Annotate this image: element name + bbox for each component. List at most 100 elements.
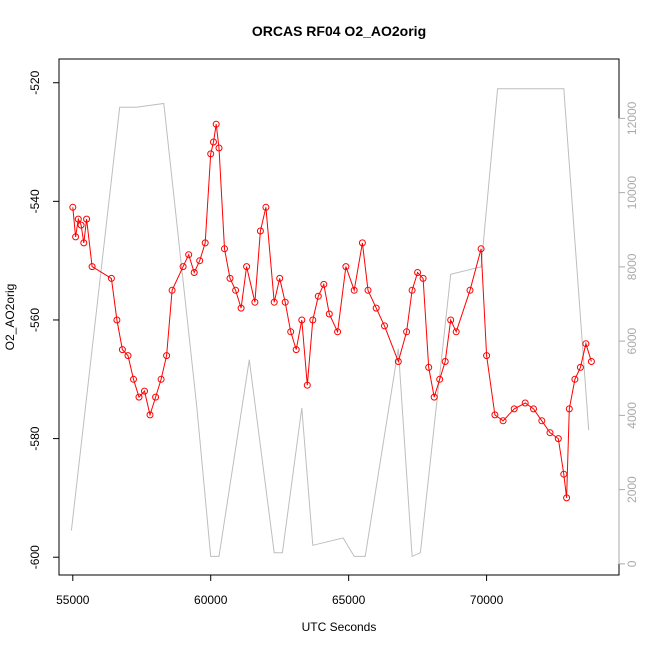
altitude-line	[70, 88, 590, 558]
o2-point	[157, 375, 165, 383]
y2-tick-label: 12000	[625, 101, 639, 135]
o2-point	[563, 494, 571, 502]
x-tick-label: 70000	[470, 593, 504, 607]
o2-point	[212, 120, 220, 128]
o2-point	[342, 263, 350, 271]
y-tick-label: -580	[28, 426, 42, 450]
o2-point	[441, 358, 449, 365]
o2-point	[298, 316, 306, 324]
o2-point	[530, 405, 537, 413]
o2-point	[226, 274, 234, 282]
o2-point	[350, 286, 358, 294]
o2-point	[560, 470, 568, 478]
o2-point	[499, 417, 507, 425]
y-axis-right: 0 2000 4000 6000 8000 10000 12000	[618, 101, 639, 567]
o2-point	[118, 346, 126, 354]
o2-point	[452, 328, 460, 336]
o2-point	[403, 328, 411, 336]
o2-point	[546, 429, 554, 437]
o2-point	[320, 280, 328, 288]
o2-point	[582, 340, 590, 348]
o2-point	[358, 239, 366, 247]
o2-point	[201, 239, 209, 247]
o2-point	[414, 269, 422, 276]
o2-point	[587, 358, 595, 365]
o2-point	[83, 215, 91, 223]
o2-point	[251, 298, 259, 306]
o2-point	[72, 233, 80, 241]
o2-point	[394, 358, 402, 365]
o2-point	[408, 286, 416, 294]
o2-point	[425, 363, 433, 371]
o2-point	[113, 316, 121, 324]
y-tick-label: -600	[28, 545, 42, 569]
x-axis: 55000 60000 65000 70000	[56, 574, 504, 607]
o2-point	[554, 435, 562, 443]
o2-point	[69, 203, 77, 211]
y-tick-label: -520	[28, 70, 42, 94]
y2-tick-label: 2000	[625, 476, 639, 503]
o2-point	[510, 405, 518, 413]
o2-point	[243, 263, 251, 271]
o2-point	[483, 352, 491, 360]
o2-point	[565, 405, 573, 413]
o2-point	[130, 375, 137, 383]
o2-point	[314, 292, 322, 300]
o2-point	[287, 328, 295, 336]
o2-point	[538, 417, 546, 425]
y2-tick-label: 10000	[625, 176, 639, 210]
o2-point	[466, 286, 474, 294]
o2-point	[576, 363, 584, 371]
y-tick-label: -560	[28, 308, 42, 332]
o2-point	[74, 215, 82, 223]
o2-point	[237, 304, 245, 312]
o2-point	[135, 393, 143, 401]
o2-point	[179, 263, 187, 271]
o2-point	[168, 286, 176, 294]
o2-point	[232, 286, 240, 294]
o2-point	[419, 274, 427, 282]
o2-point	[430, 393, 438, 401]
o2-point	[152, 393, 160, 401]
y2-tick-label: 4000	[625, 402, 639, 429]
y2-tick-label: 8000	[625, 253, 639, 280]
o2-series	[69, 120, 595, 502]
o2-point	[521, 399, 529, 407]
o2-point	[221, 245, 228, 253]
y-tick-label: -540	[28, 189, 42, 213]
o2-point	[372, 304, 380, 312]
o2-point	[281, 298, 289, 306]
y-axis-label: O2_AO2orig	[3, 284, 17, 351]
o2-point	[190, 269, 198, 276]
o2-point	[334, 328, 342, 336]
o2-point	[276, 274, 284, 282]
o2-point	[325, 310, 333, 318]
o2-point	[491, 411, 499, 419]
o2-point	[262, 203, 270, 211]
o2-point	[196, 257, 204, 265]
o2-point	[210, 138, 217, 146]
o2-point	[185, 251, 193, 259]
x-axis-label: UTC Seconds	[302, 620, 377, 634]
o2-point	[207, 150, 215, 158]
y2-tick-label: 6000	[625, 327, 639, 354]
o2-point	[364, 286, 372, 294]
o2-point	[77, 221, 85, 229]
o2-point	[80, 239, 88, 247]
x-tick-label: 65000	[332, 593, 366, 607]
o2-point	[107, 274, 115, 282]
y-axis-left: -600 -580 -560 -540 -520	[28, 70, 60, 569]
o2-point	[436, 375, 444, 383]
o2-point	[270, 298, 278, 306]
o2-point	[447, 316, 455, 324]
chart-title: ORCAS RF04 O2_AO2orig	[252, 23, 426, 39]
y2-tick-label: 0	[625, 560, 639, 567]
o2-point	[124, 352, 132, 360]
o2-point	[163, 352, 171, 360]
o2-point	[571, 375, 579, 383]
o2-point	[292, 346, 300, 354]
o2-point	[256, 227, 264, 235]
